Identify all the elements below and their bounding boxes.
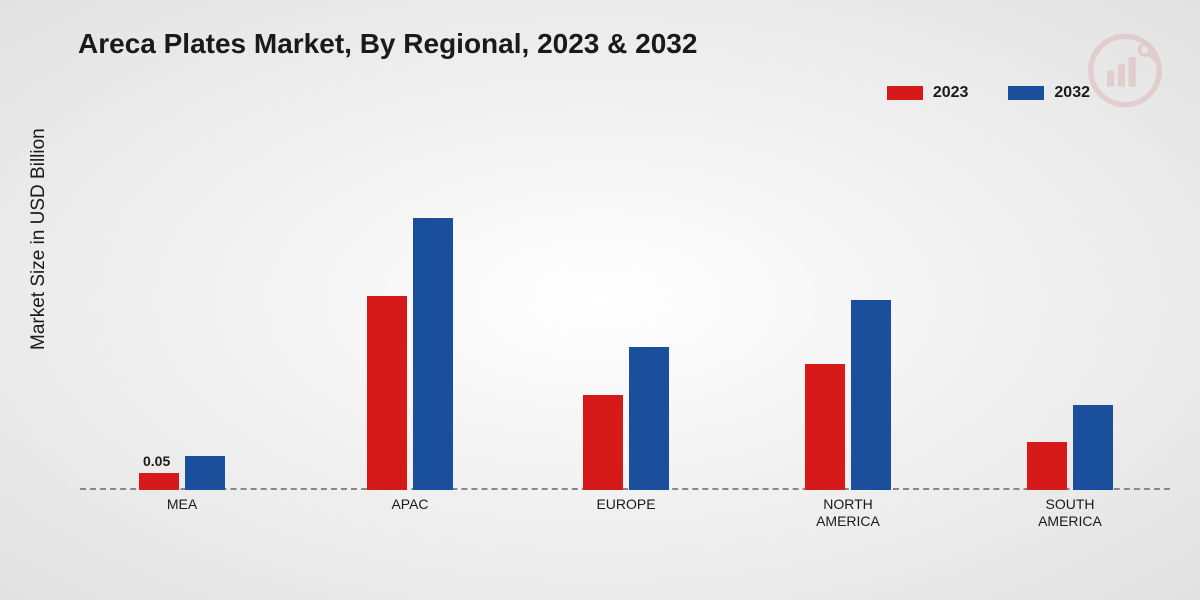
bar-2032 [413,218,453,490]
bar-2023 [139,473,179,490]
watermark-logo [1080,30,1170,110]
bar-group [367,218,453,490]
legend-swatch-2023 [887,86,923,100]
bar-group [805,300,891,490]
x-axis-labels: MEA APAC EUROPE NORTHAMERICA SOUTHAMERICA [80,496,1170,546]
bar-2032 [185,456,225,490]
bar-2032 [851,300,891,490]
x-tick-label: SOUTHAMERICA [1000,496,1140,530]
bar-group [1027,405,1113,490]
bar-2023 [367,296,407,490]
bar-2032 [629,347,669,490]
bar-2023 [583,395,623,490]
y-axis-label: Market Size in USD Billion [28,128,50,350]
bar-2023 [1027,442,1067,490]
chart-title: Areca Plates Market, By Regional, 2023 &… [78,28,697,60]
plot-area: 0.05 [80,150,1170,490]
bar-group: 0.05 [139,456,225,490]
bar-2023 [805,364,845,490]
bar-value-label: 0.05 [143,453,170,469]
x-tick-label: APAC [340,496,480,513]
legend-label-2032: 2032 [1054,84,1090,102]
legend-item-2032: 2032 [1008,84,1090,102]
x-tick-label: EUROPE [556,496,696,513]
legend-swatch-2032 [1008,86,1044,100]
x-tick-label: MEA [112,496,252,513]
bar-group [583,347,669,490]
legend: 2023 2032 [887,84,1090,102]
legend-item-2023: 2023 [887,84,969,102]
bar-2032 [1073,405,1113,490]
legend-label-2023: 2023 [933,84,969,102]
x-tick-label: NORTHAMERICA [778,496,918,530]
